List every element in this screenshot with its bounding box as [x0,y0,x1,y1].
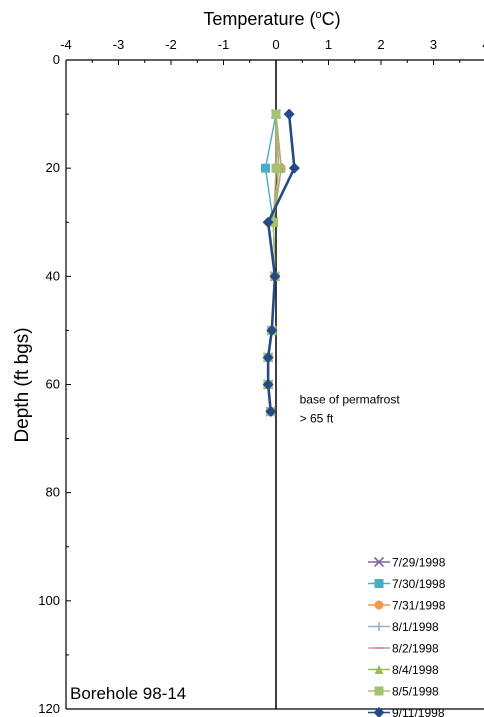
legend-label: 7/29/1998 [392,556,446,570]
legend: 7/29/1998 7/30/1998 7/31/1998 8/1/1998 8/2/1… [368,556,446,717]
x-tick-label: 2 [377,37,384,52]
series-line [266,113,296,412]
x-axis-title-main: Temperature ( [203,9,315,29]
legend-marker [373,556,385,568]
data-point [269,270,281,282]
borehole-label: Borehole 98-14 [70,684,186,703]
legend-label: 8/1/1998 [392,620,439,634]
legend-marker [373,707,385,717]
x-tick-label: -2 [165,37,177,52]
legend-marker [374,686,384,696]
y-tick-label: 120 [38,701,60,716]
legend-marker [374,665,384,674]
legend-marker [374,600,384,610]
x-axis-title-end: C) [322,9,341,29]
legend-label: 7/31/1998 [392,599,446,613]
y-tick-label: 20 [46,160,60,175]
x-tick-label: 4 [482,37,484,52]
x-tick-label: 1 [325,37,332,52]
y-axis-title: Depth (ft bgs) [12,327,33,442]
legend-label: 7/30/1998 [392,577,446,591]
data-point [265,406,277,418]
data-point [262,351,274,363]
plot-area: -4-3-2-101234020406080100120base of perm… [38,37,484,716]
y-tick-label: 80 [46,485,60,500]
data-point [262,379,274,390]
legend-label: 8/4/1998 [392,663,439,677]
legend-label: 8/5/1998 [392,685,439,699]
x-axis-title-sup: o [315,9,321,21]
x-tick-label: -4 [60,37,72,52]
data-point [266,324,278,336]
y-tick-label: 100 [38,593,60,608]
data-point [288,162,300,174]
data-point [271,163,281,173]
data-point [262,216,274,228]
y-tick-label: 60 [46,377,60,392]
legend-label: 9/11/1998 [392,706,445,717]
x-tick-label: -3 [113,37,125,52]
svg-text:Temperature (oC): Temperature (oC) [203,9,340,29]
legend-marker [374,622,384,631]
legend-marker [374,579,384,588]
data-point [261,163,270,173]
data-point [271,109,281,119]
data-point [283,108,295,120]
x-axis-title: Temperature (oC) [203,9,340,29]
y-tick-label: 40 [46,268,60,283]
annotation: base of permafrost [300,392,401,406]
legend-label: 8/2/1998 [392,642,439,656]
x-tick-label: 0 [272,37,279,52]
x-tick-label: -1 [218,37,230,52]
y-tick-label: 0 [53,52,60,67]
x-tick-label: 3 [430,37,437,52]
annotation: > 65 ft [300,411,334,425]
